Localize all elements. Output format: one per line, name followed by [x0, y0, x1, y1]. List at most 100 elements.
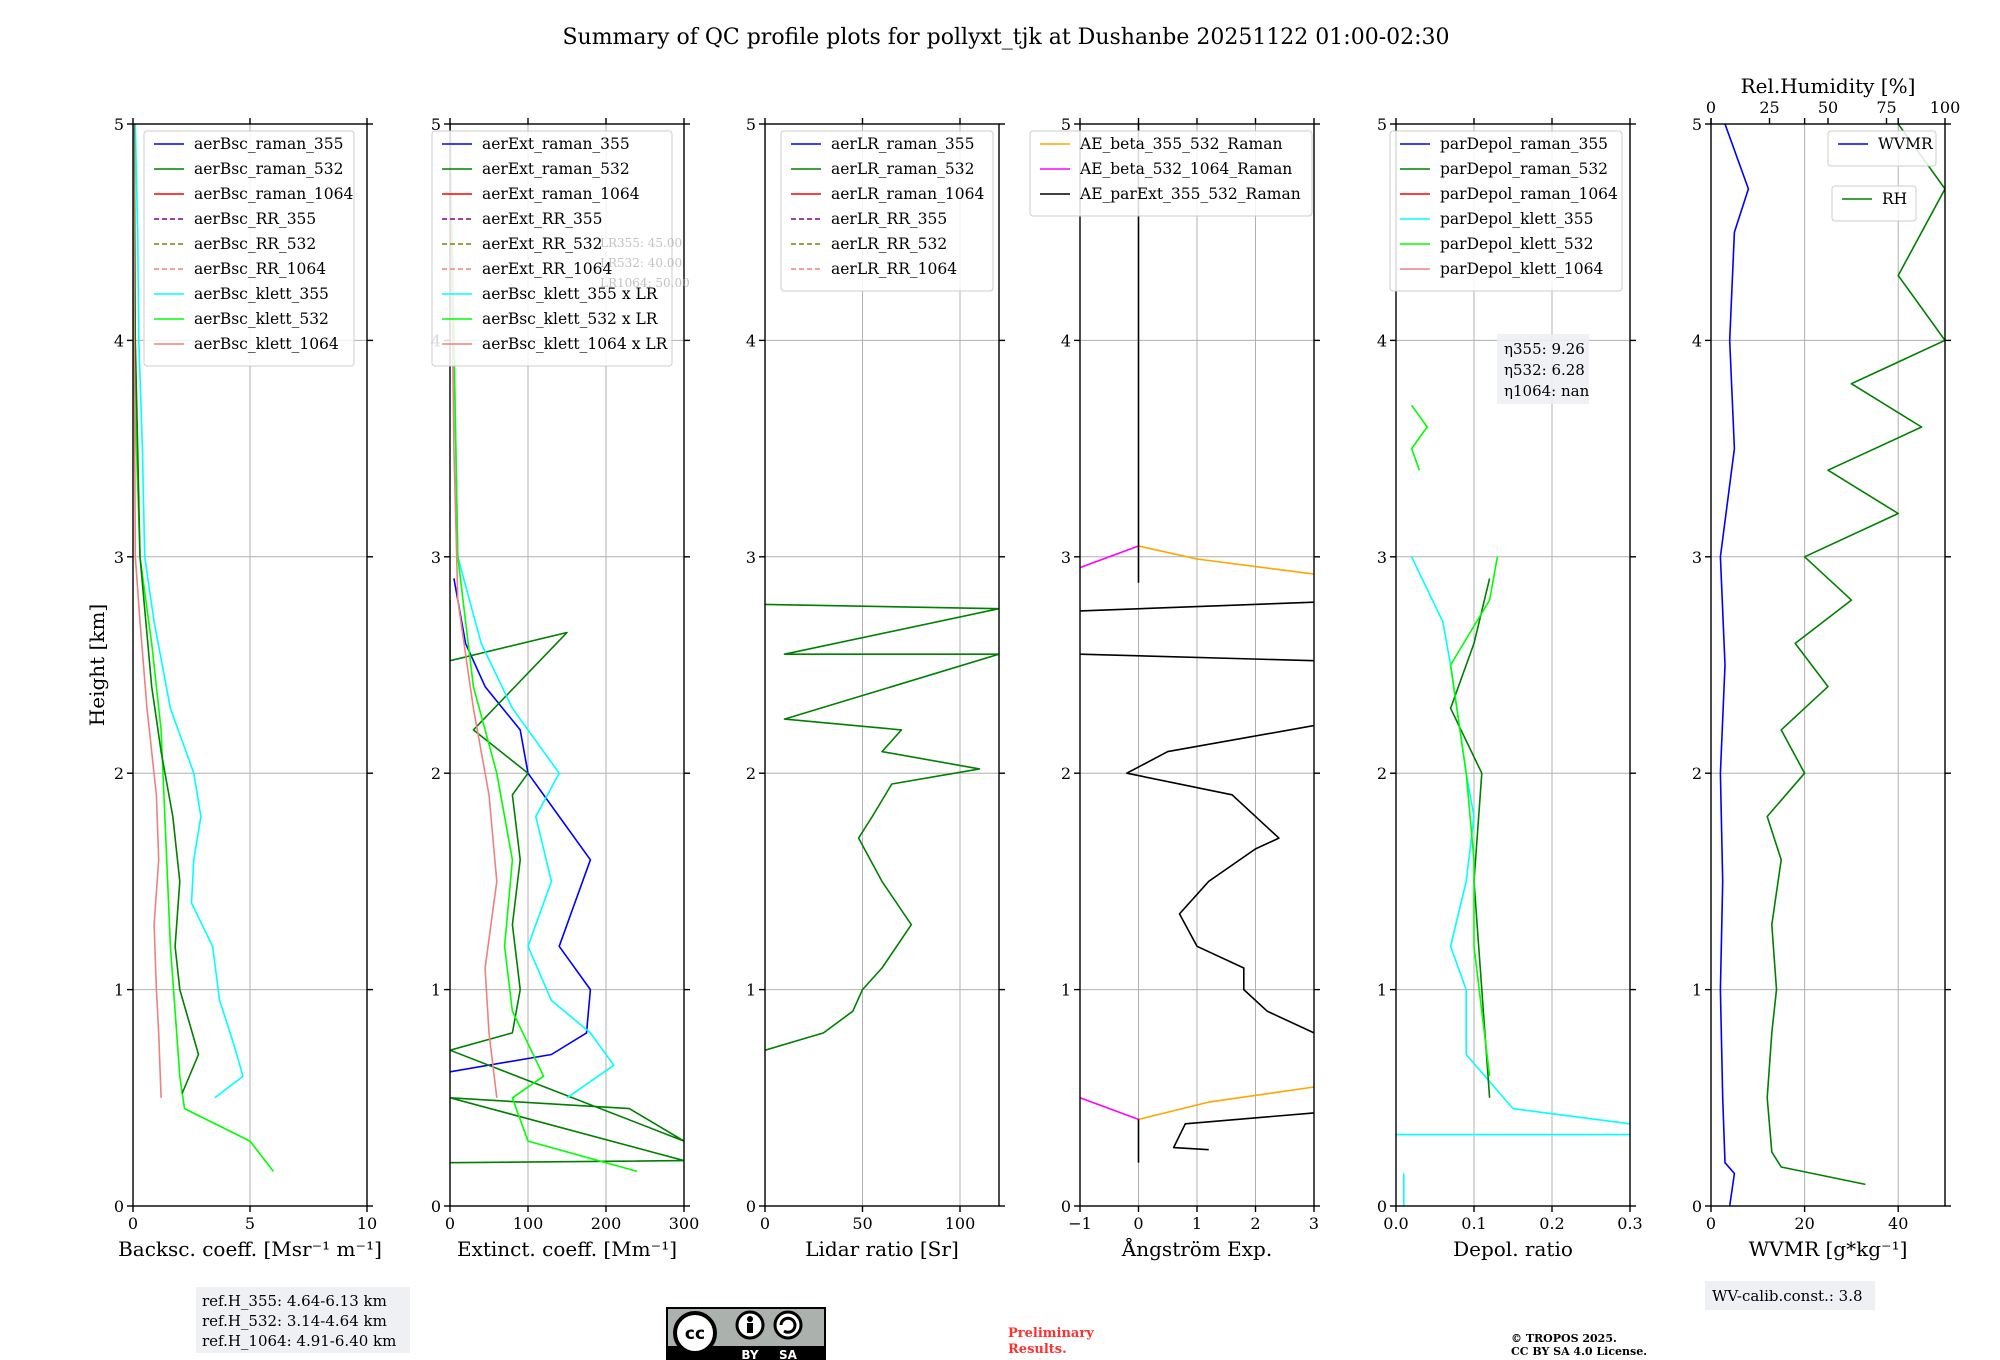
y-tick-label: 2: [1061, 764, 1071, 783]
legend-label: aerLR_raman_355: [831, 135, 974, 153]
series-line-aerBsc_klett_1064 x LR: [450, 124, 498, 1098]
y-tick-label: 0: [114, 1197, 124, 1216]
y-tick-label: 1: [746, 981, 756, 1000]
lr-annotation-532: LR532: 40.00: [600, 256, 682, 270]
y-tick-label: 0: [431, 1197, 441, 1216]
x-tick-label: 0.0: [1383, 1214, 1408, 1233]
x-tick-label: 300: [669, 1214, 700, 1233]
panel-grid: [1710, 123, 1945, 1207]
y-tick-label: 2: [114, 764, 124, 783]
y-tick-label: 0: [746, 1197, 756, 1216]
y-tick-label: 1: [114, 981, 124, 1000]
x-tick-label: 40: [1888, 1214, 1908, 1233]
panel-axes: 0 5 10 0 1 2 3 4 5 Backsc. coeff. [Msr⁻¹ m⁻¹]: [114, 115, 382, 1261]
legend-label: aerLR_raman_532: [831, 160, 974, 178]
copyright-line-1: © TROPOS 2025.: [1511, 1332, 1617, 1345]
x-axis-label: Extinct. coeff. [Mm⁻¹]: [457, 1237, 677, 1261]
series-line-parDepol_raman_532: [1449, 578, 1491, 1098]
preliminary-line-2: Results.: [1008, 1342, 1067, 1357]
legend-label: aerBsc_klett_355: [194, 285, 329, 303]
y-tick-label: 5: [1061, 115, 1071, 134]
x-tick-label: 1: [1192, 1214, 1202, 1233]
figure-title: Summary of QC profile plots for pollyxt_…: [562, 25, 1449, 50]
sa-icon: [773, 1310, 803, 1340]
legend-label: AE_beta_532_1064_Raman: [1079, 160, 1292, 178]
lr-annotation-1064: LR1064: 50.00: [600, 276, 690, 290]
panel-wvmr: 0 20 40 0 1 2 3 4 5 WVMR [g*kg⁻¹] 0 25 50 75 100 Rel.Hu…: [1692, 74, 1960, 1261]
panel-legend: aerBsc_raman_355 aerBsc_raman_532 aerBsc_r…: [143, 130, 355, 367]
panel-legend: aerLR_raman_355 aerLR_raman_532 aerLR_rama…: [780, 130, 994, 292]
y-tick-label: 4: [1061, 331, 1071, 350]
series-line-aerBsc_klett_532 x LR: [450, 124, 638, 1173]
copyright-line-2: CC BY SA 4.0 License.: [1511, 1345, 1647, 1358]
y-tick-label: 1: [1692, 981, 1702, 1000]
y-tick-label: 2: [1377, 764, 1387, 783]
y-axis-label: Height [km]: [85, 604, 109, 726]
cc-license-badge: cc BY SA: [666, 1307, 826, 1360]
x-axis-label: Lidar ratio [Sr]: [805, 1237, 959, 1261]
x-tick-label: 0.3: [1617, 1214, 1642, 1233]
y-tick-label: 4: [1692, 331, 1702, 350]
top-x-tick-label: 25: [1759, 98, 1779, 117]
legend-label: aerBsc_raman_355: [194, 135, 344, 153]
x-axis-label: Backsc. coeff. [Msr⁻¹ m⁻¹]: [118, 1237, 382, 1261]
legend-label: aerBsc_RR_355: [194, 210, 316, 228]
legend-label: aerLR_RR_355: [831, 210, 947, 228]
y-tick-label: 3: [1061, 548, 1071, 567]
preliminary-line-1: Preliminary: [1008, 1326, 1094, 1341]
legend-label: aerExt_RR_355: [482, 210, 603, 228]
lr-annotation: LR355: 45.00 LR532: 40.00 LR1064: 50.00: [600, 236, 690, 290]
axes-frame: [449, 123, 685, 1207]
x-axis-label: WVMR [g*kg⁻¹]: [1749, 1237, 1908, 1261]
series-line-aerExt_raman_355: [450, 578, 592, 1073]
panel-legend: aerExt_raman_355 aerExt_raman_532 aerExt_r…: [431, 130, 673, 367]
x-tick-label: 100: [513, 1214, 544, 1233]
legend-label: AE_beta_355_532_Raman: [1079, 135, 1282, 153]
panel-extinction: 0100200300012345Extinct. coeff. [Mm⁻¹]ae…: [431, 115, 699, 1261]
top-x-tick-label: 50: [1818, 98, 1838, 117]
x-tick-label: 3: [1309, 1214, 1319, 1233]
series-line-RH: [1766, 124, 1945, 1186]
ref-heights-box: ref.H_355: 4.64-6.13 km ref.H_532: 3.14-…: [196, 1287, 410, 1353]
legend-box: [780, 130, 994, 292]
wv-calib-box: WV-calib.const.: 3.8: [1705, 1281, 1875, 1310]
x-tick-label: 0: [1706, 1214, 1716, 1233]
series-line-aerBsc_raman_532: [133, 124, 200, 1094]
top-x-tick-label: 75: [1876, 98, 1896, 117]
y-tick-label: 5: [746, 115, 756, 134]
legend-box: [1831, 185, 1917, 222]
series-line-aerBsc_klett_1064: [133, 124, 162, 1098]
panel-series: [450, 124, 684, 1173]
panel-legend: parDepol_raman_355 parDepol_raman_532 parD…: [1389, 130, 1623, 292]
legend-label: WVMR: [1878, 135, 1934, 153]
series-line-AE_beta_355_532_Raman: [1138, 545, 1314, 575]
x-tick-label: 20: [1794, 1214, 1814, 1233]
sa-label: SA: [779, 1348, 798, 1360]
legend-label: aerBsc_RR_1064: [194, 260, 326, 278]
axes-frame: [764, 123, 1000, 1207]
y-tick-label: 3: [431, 548, 441, 567]
legend-label: aerExt_raman_532: [482, 160, 630, 178]
x-tick-label: 0: [760, 1214, 770, 1233]
legend-box: [143, 130, 355, 367]
x-axis-label: Ångström Exp.: [1121, 1236, 1272, 1261]
legend-box: [1029, 130, 1313, 217]
top-x-tick-label: 0: [1706, 98, 1716, 117]
legend-label: parDepol_klett_355: [1440, 210, 1593, 228]
eta-annotation: η355: 9.26 η532: 6.28 η1064: nan: [1497, 334, 1590, 404]
y-tick-label: 5: [114, 115, 124, 134]
ref-height-355: ref.H_355: 4.64-6.13 km: [202, 1292, 387, 1310]
x-tick-label: 0.2: [1539, 1214, 1564, 1233]
legend-label: aerExt_RR_532: [482, 235, 603, 253]
cc-icon: [673, 1311, 717, 1355]
lr-annotation-355: LR355: 45.00: [600, 236, 682, 250]
legend-label: aerLR_RR_532: [831, 235, 947, 253]
y-tick-label: 0: [1377, 1197, 1387, 1216]
copyright-note: © TROPOS 2025. CC BY SA 4.0 License.: [1511, 1332, 1647, 1358]
panel-grid: [1079, 123, 1315, 1207]
y-tick-label: 1: [1377, 981, 1387, 1000]
wv-calib-const: WV-calib.const.: 3.8: [1712, 1287, 1863, 1305]
